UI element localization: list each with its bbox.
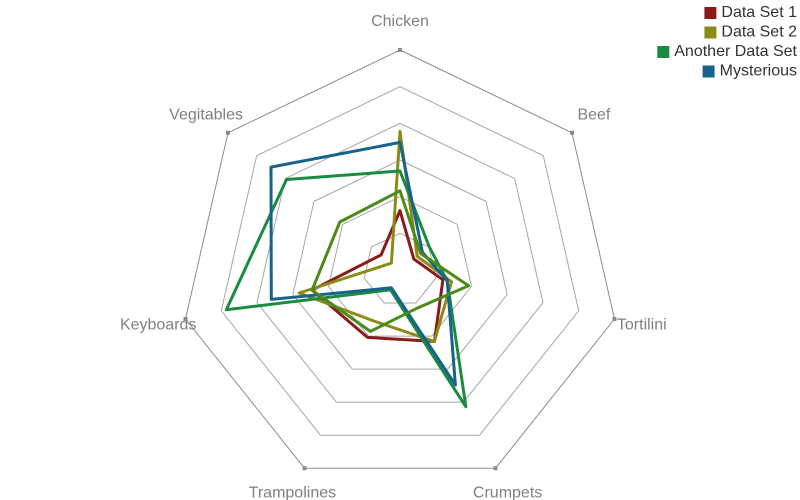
axis-tick-marker — [183, 317, 188, 321]
axis-label-vegitables: Vegitables — [169, 107, 243, 124]
series-line-another-data-set — [224, 169, 468, 409]
axis-tick-marker — [226, 130, 230, 135]
radar-grid — [183, 48, 617, 471]
legend-swatch — [657, 46, 670, 58]
axis-label-chicken: Chicken — [371, 13, 429, 30]
series-line-unlabeled-4 — [310, 189, 471, 333]
legend-label: Data Set 2 — [721, 24, 797, 41]
axis-label-trampolines: Trampolines — [249, 485, 336, 500]
legend: Data Set 1 Data Set 2 Another Data Set Myst… — [657, 4, 798, 80]
legend-swatch — [702, 65, 715, 78]
grid-ring — [327, 196, 473, 337]
axis-label-crumpets: Crumpets — [473, 485, 542, 500]
grid-ring — [184, 49, 616, 469]
axis-tick-marker — [302, 466, 307, 471]
axis-tick-marker — [612, 317, 617, 321]
series-line-data-set-2 — [297, 129, 453, 343]
axis-tick-marker — [398, 48, 402, 52]
legend-label: Mysterious — [720, 63, 797, 80]
axis-label-keyboards: Keyboards — [120, 316, 197, 333]
legend-label: Data Set 1 — [721, 4, 797, 21]
legend-label: Another Data Set — [674, 43, 797, 60]
grid-ring — [256, 122, 544, 403]
axis-label-tortilini: Tortilini — [617, 316, 667, 333]
grid-ring — [220, 86, 580, 436]
axis-tick-marker — [493, 466, 498, 471]
grid-ring — [292, 159, 508, 370]
axis-label-beef: Beef — [577, 107, 610, 124]
axis-labels: Chicken Beef Tortilini Crumpets Trampolines K… — [120, 13, 667, 500]
series-line-data-set-1 — [310, 209, 445, 343]
legend-swatch — [704, 26, 717, 39]
axis-tick-marker — [570, 130, 574, 135]
series-lines — [224, 129, 471, 409]
legend-swatch — [704, 7, 717, 19]
